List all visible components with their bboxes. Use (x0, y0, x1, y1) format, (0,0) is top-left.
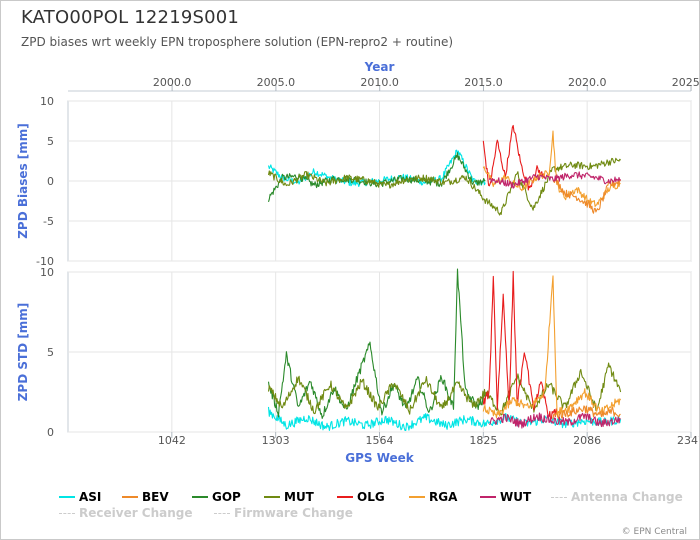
legend-swatch-asi (59, 496, 75, 498)
series-bev-line (552, 405, 621, 420)
legend-label: ASI (79, 490, 102, 504)
series-wut-line (488, 171, 622, 189)
y-tick-label: 0 (47, 175, 54, 188)
series-mut-line (267, 362, 622, 416)
bottom-axis-tick-label: 1825 (469, 434, 497, 447)
legend-swatch-gop (192, 496, 208, 498)
credit: © EPN Central (621, 527, 687, 537)
series-rga-line (482, 130, 621, 208)
y-tick-label: 10 (40, 266, 54, 279)
legend-swatch-antenna-change (551, 496, 567, 498)
series-layer (267, 124, 622, 431)
series-asi-line (267, 149, 486, 188)
legend-item-olg[interactable]: OLG (337, 490, 385, 504)
bottom-axis-tick-label: 2086 (573, 434, 601, 447)
legend-item-asi[interactable]: ASI (59, 490, 101, 504)
legend-label: WUT (500, 490, 532, 504)
y-tick-label: -10 (36, 255, 54, 268)
legend-item-gop[interactable]: GOP (192, 490, 241, 504)
y-axis-title: ZPD Biases [mm] (16, 123, 30, 239)
legend-item-mut[interactable]: MUT (264, 490, 314, 504)
legend-label: Firmware Change (234, 506, 353, 520)
bottom-axis-tick-label: 1303 (262, 434, 290, 447)
y-tick-label: 5 (47, 346, 54, 359)
legend-item-antenna-change[interactable]: Antenna Change (551, 490, 683, 504)
series-wut-line (489, 412, 621, 429)
y-tick-label: 0 (47, 426, 54, 439)
bottom-axis-tick-label: 1042 (158, 434, 186, 447)
legend-label: RGA (429, 490, 458, 504)
legend-label: GOP (212, 490, 241, 504)
legend-swatch-firmware-change (214, 512, 230, 514)
series-gop-line (267, 152, 486, 203)
legend-swatch-mut (264, 496, 280, 498)
legend-item-firmware-change[interactable]: Firmware Change (214, 506, 353, 520)
bottom-axis-tick-label: 1564 (366, 434, 394, 447)
legend-swatch-rga (409, 496, 425, 498)
series-mut-line (267, 157, 622, 216)
top-axis-tick-label: 2020.0 (568, 76, 607, 89)
top-axis-tick-label: 2005.0 (257, 76, 296, 89)
legend-item-bev[interactable]: BEV (122, 490, 169, 504)
y-tick-label: -5 (43, 215, 54, 228)
legend-swatch-receiver-change (59, 512, 75, 514)
chart-title: KATO00POL 12219S001 (21, 7, 240, 28)
legend-label: Antenna Change (571, 490, 683, 504)
legend-label: BEV (142, 490, 169, 504)
top-axis-tick-label: 2010.0 (360, 76, 399, 89)
y-tick-label: 10 (40, 95, 54, 108)
y-axis-title: ZPD STD [mm] (16, 303, 30, 402)
legend-label: OLG (357, 490, 385, 504)
axes-layer: 10 5 0 -5 -10 ZPD Biases [mm] 10 5 0 ZPD STD [mm]… (16, 60, 699, 465)
legend-item-rga[interactable]: RGA (409, 490, 457, 504)
legend-label: MUT (284, 490, 314, 504)
legend-label: Receiver Change (79, 506, 193, 520)
top-axis-title: Year (364, 60, 395, 74)
top-axis-tick-label: 2000.0 (153, 76, 192, 89)
chart-plot-area: 10 5 0 -5 -10 ZPD Biases [mm] 10 5 0 ZPD STD [mm]… (16, 60, 699, 465)
top-axis-tick-label: 2025.0 (672, 76, 699, 89)
series-olg-line (482, 270, 558, 421)
legend-swatch-olg (337, 496, 353, 498)
y-tick-label: 5 (47, 135, 54, 148)
legend-item-wut[interactable]: WUT (480, 490, 531, 504)
bottom-axis-tick-label: 2347 (677, 434, 699, 447)
chart-subtitle: ZPD biases wrt weekly EPN troposphere so… (21, 35, 454, 49)
legend-swatch-bev (122, 496, 138, 498)
legend-swatch-wut (480, 496, 496, 498)
legend-item-receiver-change[interactable]: Receiver Change (59, 506, 193, 520)
series-rga-line (482, 275, 622, 419)
grid-layer (67, 100, 692, 433)
bottom-axis-title: GPS Week (345, 451, 415, 465)
series-gop-line (267, 268, 486, 419)
top-axis-tick-label: 2015.0 (464, 76, 503, 89)
